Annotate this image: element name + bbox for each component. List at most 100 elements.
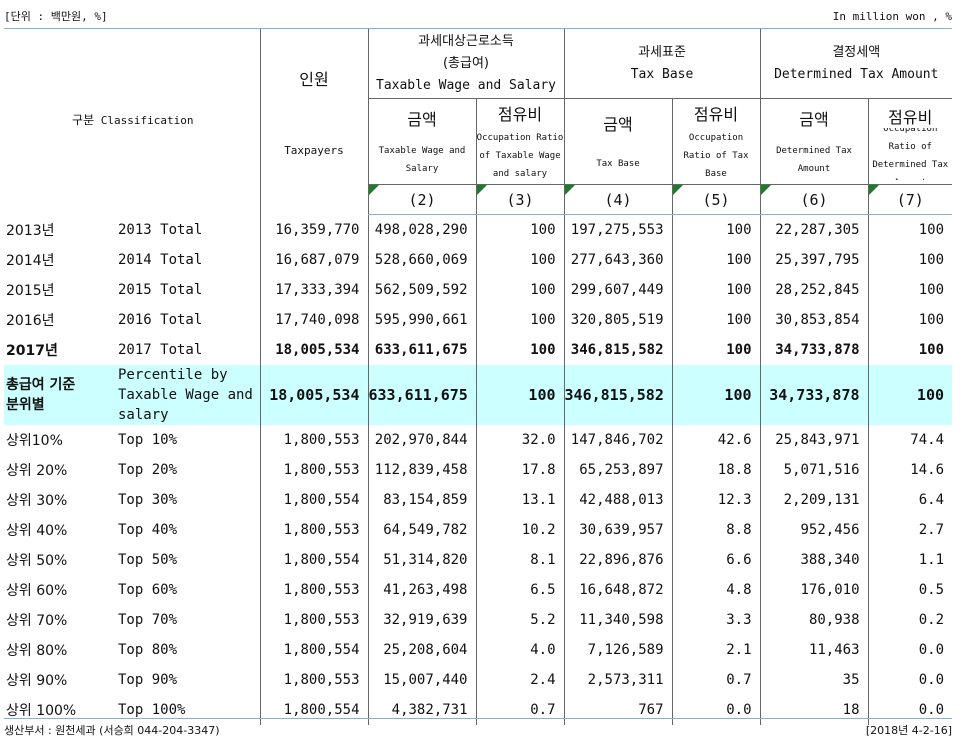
- cell: 15,007,440: [367, 664, 476, 695]
- taxpayers-header: 인원 Taxpayers: [259, 28, 368, 215]
- cell: 100: [671, 304, 761, 335]
- cell: 32,919,639: [367, 604, 476, 635]
- cell: 65,253,897: [563, 454, 673, 485]
- cell: 1,800,554: [259, 484, 368, 515]
- cell: 13.1: [475, 484, 565, 515]
- table-row: 상위 30% Top 30% 1,800,554 83,154,859 13.1 42,4…: [4, 484, 953, 515]
- cell: 17,333,394: [259, 274, 368, 305]
- row-label-en: 2014 Total: [118, 251, 203, 268]
- cell: 0.7: [671, 664, 761, 695]
- cell: 498,028,290: [367, 214, 476, 245]
- cell: 1,800,554: [259, 544, 368, 575]
- row-label-ko: 2017년: [6, 342, 58, 359]
- cell: 100: [867, 244, 953, 275]
- idx-col-6: (6): [759, 184, 869, 215]
- cell: 2.1: [671, 634, 761, 665]
- table-row: 2015년 2015 Total 17,333,394 562,509,592 100 2…: [4, 274, 953, 305]
- cell: 4.0: [475, 634, 565, 665]
- cell: 41,263,498: [367, 574, 476, 605]
- cell-marker-icon: [672, 185, 683, 195]
- cell: 17.8: [475, 454, 565, 485]
- cell: 0.7: [475, 694, 565, 725]
- idx-col-5: (5): [671, 184, 761, 215]
- row-label-en: Top 40%: [118, 521, 178, 538]
- cell: 10.2: [475, 514, 565, 545]
- cell: 1,800,554: [259, 634, 368, 665]
- cell: 100: [867, 364, 953, 425]
- cell: 25,208,604: [367, 634, 476, 665]
- cell: 100: [867, 334, 953, 365]
- cell: 1,800,554: [259, 694, 368, 725]
- cell: 83,154,859: [367, 484, 476, 515]
- cell: 8.8: [671, 514, 761, 545]
- table-row: 상위 90% Top 90% 1,800,553 15,007,440 2.4 2,573…: [4, 664, 953, 695]
- cell: 2.7: [867, 514, 953, 545]
- taxbase-group-header: 과세표준 Tax Base: [563, 28, 761, 99]
- cell: 6.4: [867, 484, 953, 515]
- cell: 952,456: [759, 514, 869, 545]
- row-label-en: Top 60%: [118, 581, 178, 598]
- cell: 100: [867, 274, 953, 305]
- cell: 3.3: [671, 604, 761, 635]
- cell: 197,275,553: [563, 214, 673, 245]
- cell: 8.1: [475, 544, 565, 575]
- row-label-en: Top 70%: [118, 611, 178, 628]
- row-label-ko: 2016년: [6, 312, 55, 329]
- cell: 100: [671, 214, 761, 245]
- highlight-label-en: Percentile by Taxable Wage and salary: [118, 364, 260, 425]
- cell: 0.0: [867, 694, 953, 725]
- table-row: 상위 40% Top 40% 1,800,553 64,549,782 10.2 30,6…: [4, 514, 953, 545]
- cell: 528,660,069: [367, 244, 476, 275]
- table-row: 상위 60% Top 60% 1,800,553 41,263,498 6.5 16,64…: [4, 574, 953, 605]
- cell: 0.0: [671, 694, 761, 725]
- row-label-ko: 상위 80%: [6, 642, 68, 659]
- cell: 25,843,971: [759, 424, 869, 455]
- row-label-en: 2015 Total: [118, 281, 203, 298]
- footer: 생산부서 : 원천세과 (서승희 044-204-3347) [2018년 4-…: [4, 718, 952, 740]
- row-label-en: Top 10%: [118, 431, 178, 448]
- idx-col-2: (2): [367, 184, 476, 215]
- cell: 202,970,844: [367, 424, 476, 455]
- cell: 633,611,675: [367, 334, 476, 365]
- cell: 112,839,458: [367, 454, 476, 485]
- cell: 18,005,534: [259, 334, 368, 365]
- cell: 17,740,098: [259, 304, 368, 335]
- cell: 6.6: [671, 544, 761, 575]
- row-label-ko: 상위 70%: [6, 612, 68, 629]
- cell: 18,005,534: [259, 364, 368, 425]
- row-label-en: Top 80%: [118, 641, 178, 658]
- cell: 595,990,661: [367, 304, 476, 335]
- cell: 1,800,553: [259, 604, 368, 635]
- cell: 5,071,516: [759, 454, 869, 485]
- row-label-en: 2013 Total: [118, 221, 203, 238]
- idx-col-3: (3): [475, 184, 565, 215]
- cell: 35: [759, 664, 869, 695]
- wage-group-header: 과세대상근로소득 (총급여) Taxable Wage and Salary: [367, 28, 565, 99]
- cell: 100: [475, 334, 565, 365]
- cell: 18: [759, 694, 869, 725]
- percentile-total-row: 총급여 기준 분위별 Percentile by Taxable Wage an…: [4, 364, 953, 425]
- cell: 562,509,592: [367, 274, 476, 305]
- cell: 30,853,854: [759, 304, 869, 335]
- table-row: 상위10% Top 10% 1,800,553 202,970,844 32.0 147,…: [4, 424, 953, 455]
- header-row-index: (2) (3) (4) (5) (6) (7): [4, 184, 953, 215]
- cell-marker-icon: [476, 185, 487, 195]
- cell: 4.8: [671, 574, 761, 605]
- table-row: 2013년 2013 Total 16,359,770 498,028,290 100 1…: [4, 214, 953, 245]
- source-note: 생산부서 : 원천세과 (서승희 044-204-3347): [4, 723, 220, 737]
- row-label-ko: 상위 60%: [6, 582, 68, 599]
- cell: 16,648,872: [563, 574, 673, 605]
- cell: 147,846,702: [563, 424, 673, 455]
- cell: 64,549,782: [367, 514, 476, 545]
- cell: 767: [563, 694, 673, 725]
- cell: 100: [475, 304, 565, 335]
- col7-header: 점유비 Occupation Ratio of Determined Tax A…: [867, 98, 953, 185]
- cell: 320,805,519: [563, 304, 673, 335]
- col2-header: 금액 Taxable Wage and Salary: [367, 98, 476, 185]
- cell: 22,896,876: [563, 544, 673, 575]
- cell: 28,252,845: [759, 274, 869, 305]
- cell: 74.4: [867, 424, 953, 455]
- cell: 100: [475, 364, 565, 425]
- cell: 25,397,795: [759, 244, 869, 275]
- cell: 7,126,589: [563, 634, 673, 665]
